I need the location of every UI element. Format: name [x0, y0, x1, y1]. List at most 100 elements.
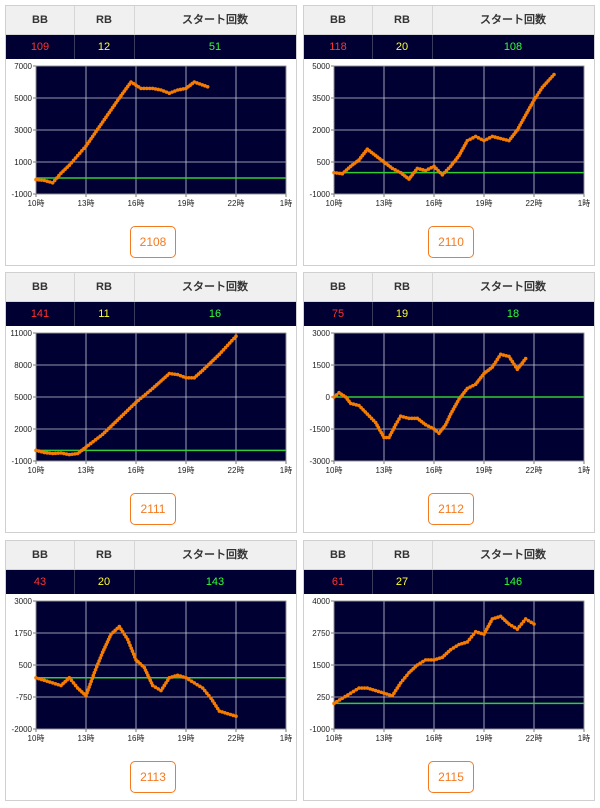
machine-number-button[interactable]: 2111	[130, 493, 176, 525]
machine-number-button[interactable]: 2110	[428, 226, 474, 258]
data-point	[359, 686, 364, 690]
data-point	[429, 425, 434, 430]
data-point	[445, 420, 449, 424]
data-point	[429, 165, 434, 170]
x-tick-label: 13時	[78, 199, 95, 208]
data-point	[496, 615, 500, 620]
data-point	[471, 632, 476, 637]
data-point	[175, 673, 180, 678]
data-point	[99, 653, 104, 657]
data-point	[217, 352, 222, 357]
machine-card: BB RB スタート回数 141 11 16 11000 8000 5000 2000 -1000 1…	[5, 272, 297, 533]
header-start: スタート回数	[480, 549, 546, 561]
data-point	[205, 85, 210, 89]
divider	[74, 570, 75, 594]
data-point	[490, 617, 495, 621]
data-point	[164, 681, 168, 685]
data-point	[146, 390, 150, 395]
data-point	[404, 415, 409, 420]
y-tick-label: 1500	[312, 661, 330, 670]
data-point	[504, 138, 509, 142]
x-tick-label: 10時	[326, 734, 343, 743]
rb-value: 19	[395, 308, 409, 320]
data-point	[117, 624, 122, 629]
machine-number-button[interactable]: 2113	[130, 761, 176, 793]
data-point	[70, 452, 74, 457]
data-point	[451, 646, 456, 650]
data-point	[48, 451, 52, 455]
x-tick-label: 22時	[228, 466, 245, 475]
data-point	[127, 640, 131, 645]
divider	[432, 6, 433, 34]
data-point	[492, 362, 496, 367]
data-point	[421, 659, 425, 664]
rb-value: 11	[98, 308, 110, 320]
data-point	[396, 169, 400, 174]
data-point	[490, 134, 495, 139]
data-point	[487, 136, 492, 140]
data-point	[476, 630, 481, 635]
x-tick-label: 19時	[178, 199, 195, 208]
x-tick-label: 19時	[476, 466, 493, 475]
data-point	[202, 688, 207, 693]
data-point	[98, 656, 103, 660]
divider	[134, 35, 135, 59]
data-point	[96, 662, 100, 666]
data-point	[429, 658, 434, 662]
data-point	[120, 629, 125, 634]
data-point	[519, 622, 524, 626]
y-tick-label: -1500	[310, 425, 331, 434]
bb-value: 109	[30, 41, 50, 53]
machine-number-button[interactable]: 2115	[428, 761, 474, 793]
data-point	[513, 364, 518, 369]
bb-value: 61	[331, 576, 345, 588]
x-tick-label: 22時	[228, 199, 245, 208]
data-point	[153, 87, 158, 91]
data-point	[400, 678, 405, 683]
x-tick-label: 10時	[28, 734, 45, 743]
data-point	[465, 386, 470, 391]
data-point	[538, 88, 543, 92]
data-point	[523, 356, 528, 361]
data-point	[437, 656, 442, 660]
x-tick-label: 16時	[426, 734, 443, 743]
start-value: 143	[205, 576, 225, 588]
data-point	[200, 686, 205, 690]
data-point	[512, 362, 516, 366]
x-tick-label: 16時	[128, 199, 145, 208]
data-point	[178, 87, 183, 92]
data-point	[170, 90, 174, 94]
y-tick-label: -750	[16, 693, 33, 702]
data-point	[392, 691, 396, 695]
data-point	[93, 667, 98, 672]
data-point	[173, 674, 177, 678]
data-point	[124, 635, 128, 639]
y-tick-label: 0	[326, 393, 331, 402]
data-point	[69, 678, 74, 683]
machine-number-button[interactable]: 2112	[428, 493, 474, 525]
data-point	[156, 87, 161, 92]
data-point	[53, 451, 58, 456]
data-point	[533, 95, 538, 100]
header-rb: RB	[394, 549, 410, 561]
header-start: スタート回数	[182, 281, 248, 293]
y-tick-label: 1000	[14, 158, 32, 167]
data-point	[223, 345, 228, 350]
data-point	[501, 353, 506, 357]
data-point	[234, 334, 238, 338]
stats-header: BB RB スタート回数	[304, 541, 594, 570]
data-point	[91, 673, 96, 678]
y-tick-label: 2000	[14, 425, 32, 434]
data-point	[59, 451, 63, 455]
data-point	[57, 173, 61, 178]
stats-values: 118 20 108	[304, 35, 594, 59]
divider	[432, 541, 433, 569]
machine-number-button[interactable]: 2108	[130, 226, 176, 258]
data-point	[75, 153, 80, 158]
data-point	[382, 691, 386, 695]
data-point	[223, 710, 227, 715]
rb-value: 20	[97, 576, 111, 588]
data-point	[48, 180, 52, 184]
data-point	[384, 435, 389, 440]
